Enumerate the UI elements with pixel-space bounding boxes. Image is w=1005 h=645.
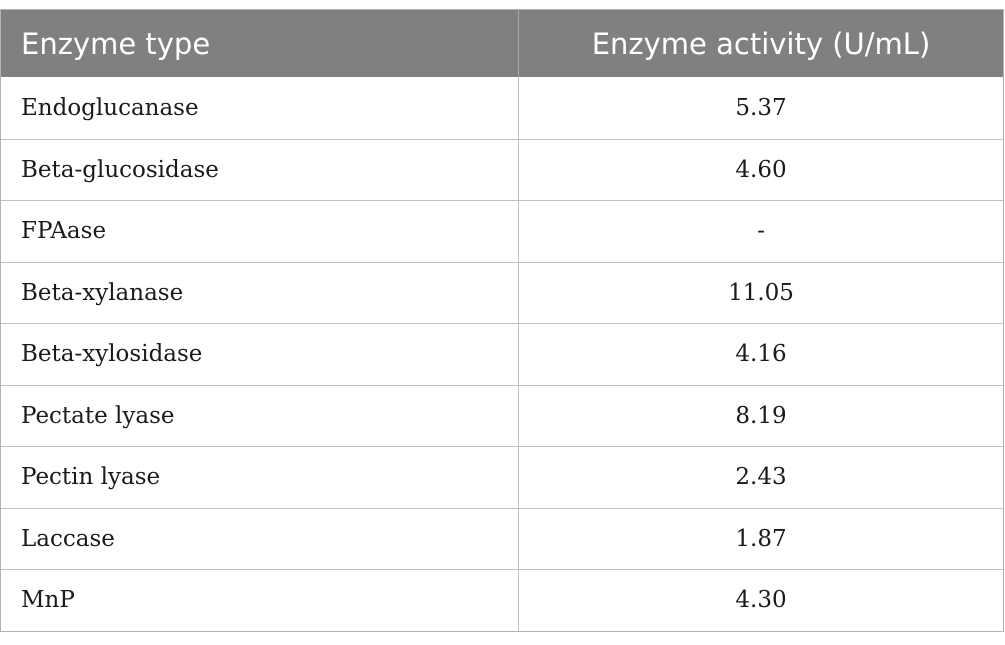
enzyme-activity-cell: 11.05 [728, 279, 794, 306]
enzyme-type-cell: Pectate lyase [1, 385, 519, 446]
table-row: Pectin lyase 2.43 [1, 446, 1003, 508]
enzyme-type-cell: Beta-glucosidase [1, 139, 519, 200]
header-enzyme-type: Enzyme type [1, 10, 519, 77]
table-row: Laccase 1.87 [1, 507, 1003, 569]
table-row: Beta-xylanase 11.05 [1, 261, 1003, 323]
enzyme-type-cell: Beta-xylanase [1, 262, 519, 323]
table-row: FPAase - [1, 200, 1003, 262]
enzyme-activity-cell: 8.19 [735, 402, 787, 429]
enzyme-activity-cell: 5.37 [735, 94, 787, 121]
enzyme-activity-cell: 4.30 [735, 587, 787, 614]
table-body: Endoglucanase 5.37 Beta-glucosidase 4.60… [1, 77, 1003, 631]
enzyme-type-cell: FPAase [1, 201, 519, 262]
table-header-row: Enzyme type Enzyme activity (U/mL) [1, 10, 1003, 77]
table-row: Beta-glucosidase 4.60 [1, 138, 1003, 200]
table-row: Endoglucanase 5.37 [1, 77, 1003, 139]
table-row: Pectate lyase 8.19 [1, 384, 1003, 446]
enzyme-activity-cell: 2.43 [735, 464, 787, 491]
table-row: Beta-xylosidase 4.16 [1, 323, 1003, 385]
enzyme-type-cell: Endoglucanase [1, 77, 519, 139]
header-enzyme-activity: Enzyme activity (U/mL) [591, 26, 931, 61]
enzyme-activity-cell: 1.87 [735, 525, 787, 552]
enzyme-type-cell: Laccase [1, 508, 519, 569]
enzyme-activity-cell: - [757, 218, 765, 245]
enzyme-activity-cell: 4.16 [735, 341, 787, 368]
enzyme-activity-cell: 4.60 [735, 156, 787, 183]
enzyme-type-cell: Beta-xylosidase [1, 324, 519, 385]
enzyme-activity-table: Enzyme type Enzyme activity (U/mL) Endog… [0, 9, 1004, 632]
enzyme-type-cell: MnP [1, 570, 519, 631]
enzyme-type-cell: Pectin lyase [1, 447, 519, 508]
table-row: MnP 4.30 [1, 569, 1003, 631]
